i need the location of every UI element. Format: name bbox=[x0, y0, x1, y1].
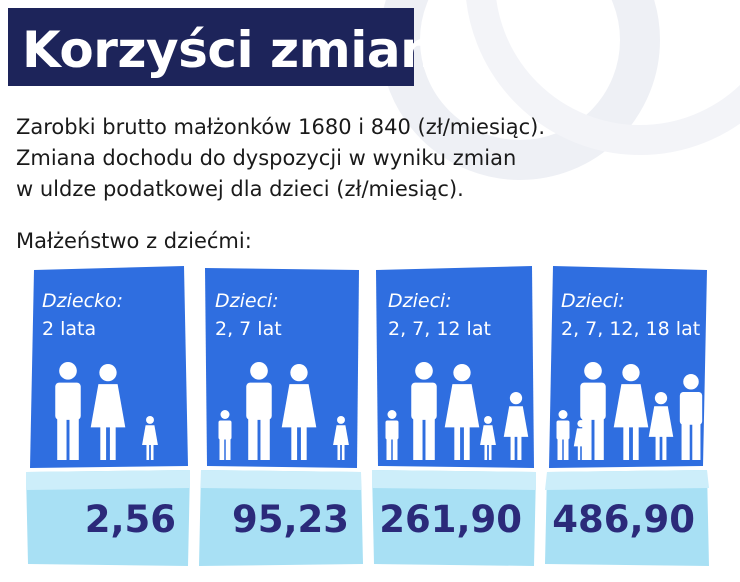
father-figure bbox=[246, 362, 272, 460]
intro-line: Zarobki brutto małżonków 1680 i 840 (zł/… bbox=[16, 115, 546, 139]
child-figure bbox=[218, 410, 232, 460]
family-card: Dzieci: 2, 7, 12, 18 lat 486,90 bbox=[545, 266, 709, 568]
family-icon bbox=[218, 362, 349, 460]
father-figure bbox=[411, 362, 437, 460]
child-figure bbox=[385, 410, 399, 460]
child-figure bbox=[679, 374, 703, 460]
mother-figure bbox=[444, 364, 480, 460]
card-ages: 2, 7, 12 lat bbox=[388, 318, 491, 340]
card-label: Dzieci: bbox=[215, 290, 279, 312]
father-figure bbox=[580, 362, 606, 460]
intro-text: Zarobki brutto małżonków 1680 i 840 (zł/… bbox=[16, 112, 656, 205]
card-background bbox=[199, 268, 363, 566]
child-figure bbox=[556, 410, 570, 460]
family-icon bbox=[55, 362, 158, 460]
card-ages: 2, 7 lat bbox=[215, 318, 282, 340]
card-label: Dzieci: bbox=[388, 290, 452, 312]
family-icon bbox=[385, 362, 529, 460]
card-ages: 2 lata bbox=[42, 318, 97, 340]
section-subtitle: Małżeństwo z dziećmi: bbox=[16, 229, 252, 253]
child-figure bbox=[333, 416, 349, 460]
intro-line: Zmiana dochodu do dyspozycji w wyniku zm… bbox=[16, 146, 517, 170]
family-card: Dzieci: 2, 7 lat 95,23 bbox=[199, 266, 363, 568]
card-value: 261,90 bbox=[379, 498, 522, 541]
father-figure bbox=[55, 362, 81, 460]
page-title: Korzyści zmian bbox=[22, 21, 436, 79]
mother-figure bbox=[613, 364, 649, 460]
card-ages: 2, 7, 12, 18 lat bbox=[561, 318, 701, 340]
family-icon bbox=[556, 362, 703, 460]
child-figure bbox=[142, 416, 158, 460]
mother-figure bbox=[281, 364, 317, 460]
card-value: 95,23 bbox=[231, 498, 349, 541]
card-value: 2,56 bbox=[84, 498, 176, 541]
card-label: Dzieci: bbox=[561, 290, 625, 312]
card-label: Dziecko: bbox=[42, 290, 124, 312]
child-figure bbox=[503, 392, 529, 460]
child-figure bbox=[573, 420, 589, 460]
family-card: Dzieci: 2, 7, 12 lat 261,90 bbox=[372, 266, 536, 568]
mother-figure bbox=[90, 364, 126, 460]
intro-line: w uldze podatkowej dla dzieci (zł/miesią… bbox=[16, 177, 464, 201]
family-card: Dziecko: 2 lata 2,56 bbox=[26, 266, 190, 568]
child-figure bbox=[648, 392, 674, 460]
title-banner: Korzyści zmian bbox=[8, 8, 436, 86]
card-value: 486,90 bbox=[552, 498, 695, 541]
child-figure bbox=[480, 416, 496, 460]
